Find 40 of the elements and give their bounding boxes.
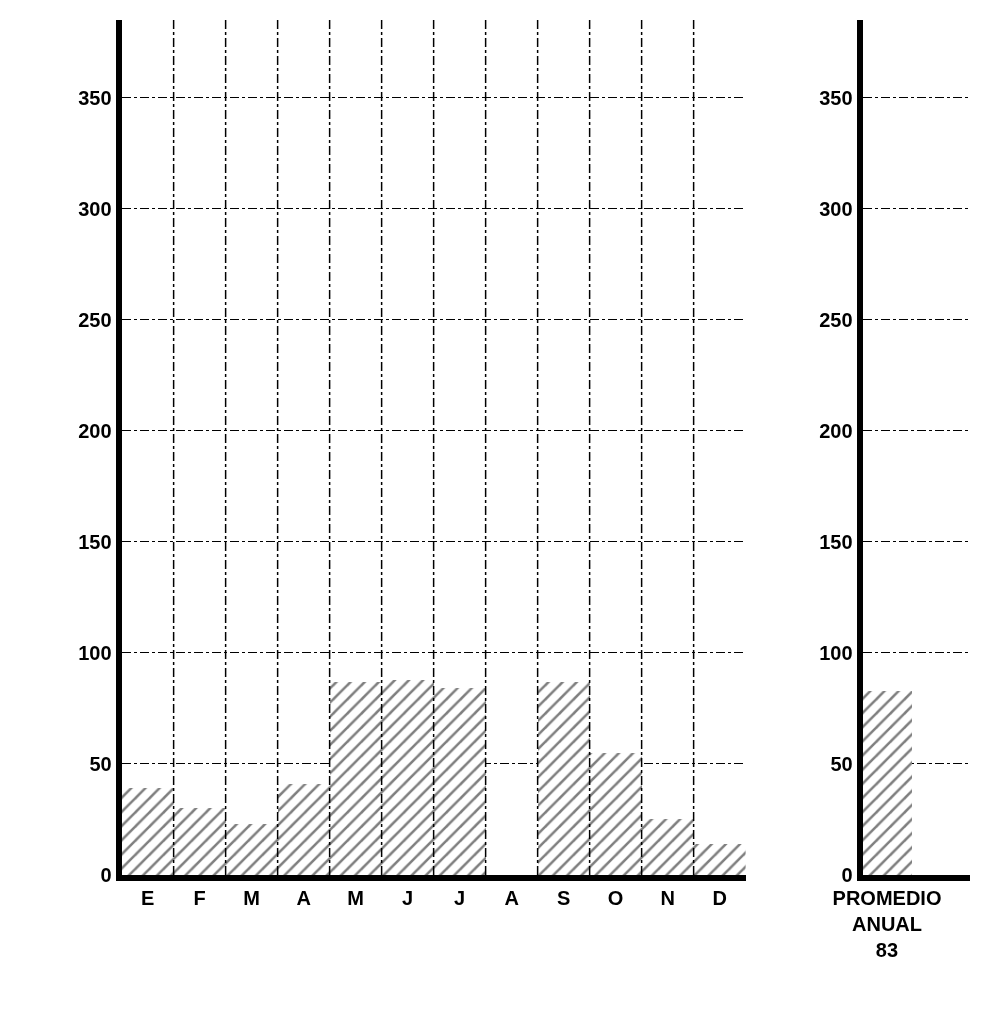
y-tick-label: 100	[819, 641, 853, 664]
bar	[693, 844, 746, 875]
bar	[641, 819, 694, 875]
y-tick-label: 350	[819, 86, 853, 109]
y-tick-label: 200	[78, 419, 112, 442]
y-tick-label: 250	[819, 308, 853, 331]
x-tick-label: N	[660, 887, 675, 909]
y-tick-label: 150	[819, 530, 853, 553]
y-tick-label: 350	[78, 86, 112, 109]
x-tick-label: M	[347, 887, 364, 909]
x-tick-label: E	[140, 887, 155, 909]
x-tick-label: S	[556, 887, 571, 909]
bar	[277, 784, 330, 875]
x-tick-label: A	[296, 887, 311, 909]
y-tick-label: 0	[100, 864, 112, 886]
x-tick-label: F	[193, 887, 206, 909]
bar	[329, 682, 382, 875]
bar	[433, 688, 486, 875]
x-tick-label: O	[607, 887, 624, 909]
x-tick-label: M	[243, 887, 260, 909]
y-tick-label: 300	[78, 197, 112, 220]
y-tick-label: 100	[78, 641, 112, 664]
y-tick-label: 250	[78, 308, 112, 331]
bar	[121, 788, 174, 875]
bar	[225, 824, 278, 875]
bar	[173, 808, 226, 875]
y-tick-label: 300	[819, 197, 853, 220]
x-tick-label: A	[504, 887, 519, 909]
y-tick-label: 200	[819, 419, 853, 442]
bar	[537, 682, 590, 875]
y-tick-label: 50	[830, 752, 853, 775]
x-tick-label: PROMEDIO ANUAL 83	[832, 887, 942, 961]
x-tick-label: D	[712, 887, 727, 909]
bar	[589, 753, 642, 875]
bar	[381, 680, 434, 875]
y-tick-label: 150	[78, 530, 112, 553]
y-tick-label: 50	[89, 752, 112, 775]
x-tick-label: J	[402, 887, 414, 909]
x-tick-label: J	[454, 887, 466, 909]
y-tick-label: 0	[841, 864, 853, 886]
